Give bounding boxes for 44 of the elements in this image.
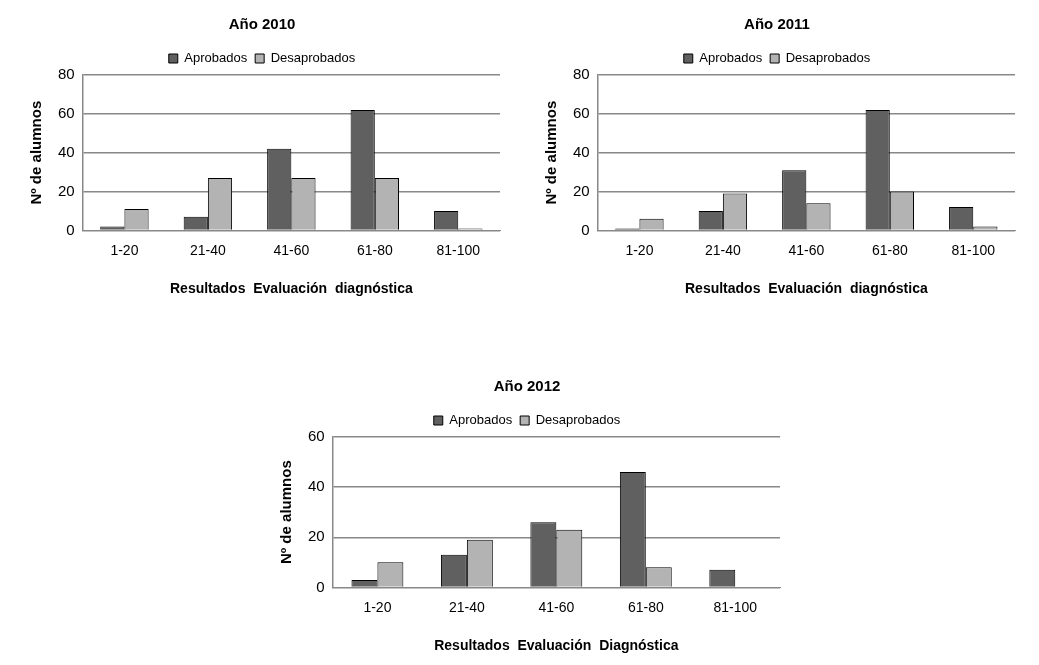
chart-title: Año 2010 — [228, 15, 296, 33]
y-tick-label: 40 — [58, 142, 75, 160]
x-axis-title: Resultados Evaluación Diagnóstica — [434, 637, 679, 654]
x-tick-label: 1-20 — [363, 598, 392, 615]
y-tick-label: 0 — [316, 577, 325, 595]
legend-label: Desaprobados — [535, 412, 621, 428]
y-tick-label: 60 — [573, 103, 590, 121]
x-tick-label: 41-60 — [538, 598, 575, 615]
x-tick-label: 61-80 — [356, 241, 393, 258]
y-tick-label: 60 — [308, 427, 325, 445]
chart-title: Año 2012 — [493, 377, 561, 395]
x-tick-label: 81-100 — [951, 241, 996, 258]
x-tick-label: 21-40 — [704, 241, 741, 258]
x-tick-label: 61-80 — [627, 598, 664, 615]
x-tick-label: 1-20 — [625, 241, 654, 258]
y-tick-label: 40 — [573, 142, 590, 160]
y-tick-label: 20 — [308, 527, 325, 545]
x-tick-label: 81-100 — [713, 598, 758, 615]
y-tick-label: 0 — [581, 220, 590, 238]
x-axis-title: Resultados Evaluación diagnóstica — [684, 280, 928, 297]
x-tick-label: 41-60 — [273, 241, 310, 258]
legend-label: Aprobados — [449, 412, 513, 428]
x-tick-label: 21-40 — [448, 598, 485, 615]
y-tick-label: 20 — [58, 181, 75, 199]
x-tick-label: 1-20 — [110, 241, 139, 258]
y-tick-label: 80 — [58, 65, 75, 83]
y-tick-label: 60 — [58, 103, 75, 121]
x-tick-label: 61-80 — [871, 241, 908, 258]
legend-label: Desaprobados — [785, 50, 871, 66]
legend-label: Aprobados — [699, 50, 763, 66]
chart-title: Año 2011 — [744, 15, 810, 33]
legend-label: Aprobados — [184, 50, 248, 66]
x-tick-label: 21-40 — [189, 241, 226, 258]
y-axis-title: Nº de alumnos — [542, 100, 560, 205]
x-tick-label: 41-60 — [788, 241, 825, 258]
legend-label: Desaprobados — [270, 50, 356, 66]
y-axis-title: Nº de alumnos — [277, 460, 295, 565]
y-tick-label: 80 — [573, 65, 590, 83]
y-tick-label: 20 — [573, 181, 590, 199]
x-tick-label: 81-100 — [436, 241, 481, 258]
y-tick-label: 40 — [308, 477, 325, 495]
x-axis-title: Resultados Evaluación diagnóstica — [169, 280, 413, 297]
y-tick-label: 0 — [66, 220, 75, 238]
y-axis-title: Nº de alumnos — [27, 100, 45, 205]
